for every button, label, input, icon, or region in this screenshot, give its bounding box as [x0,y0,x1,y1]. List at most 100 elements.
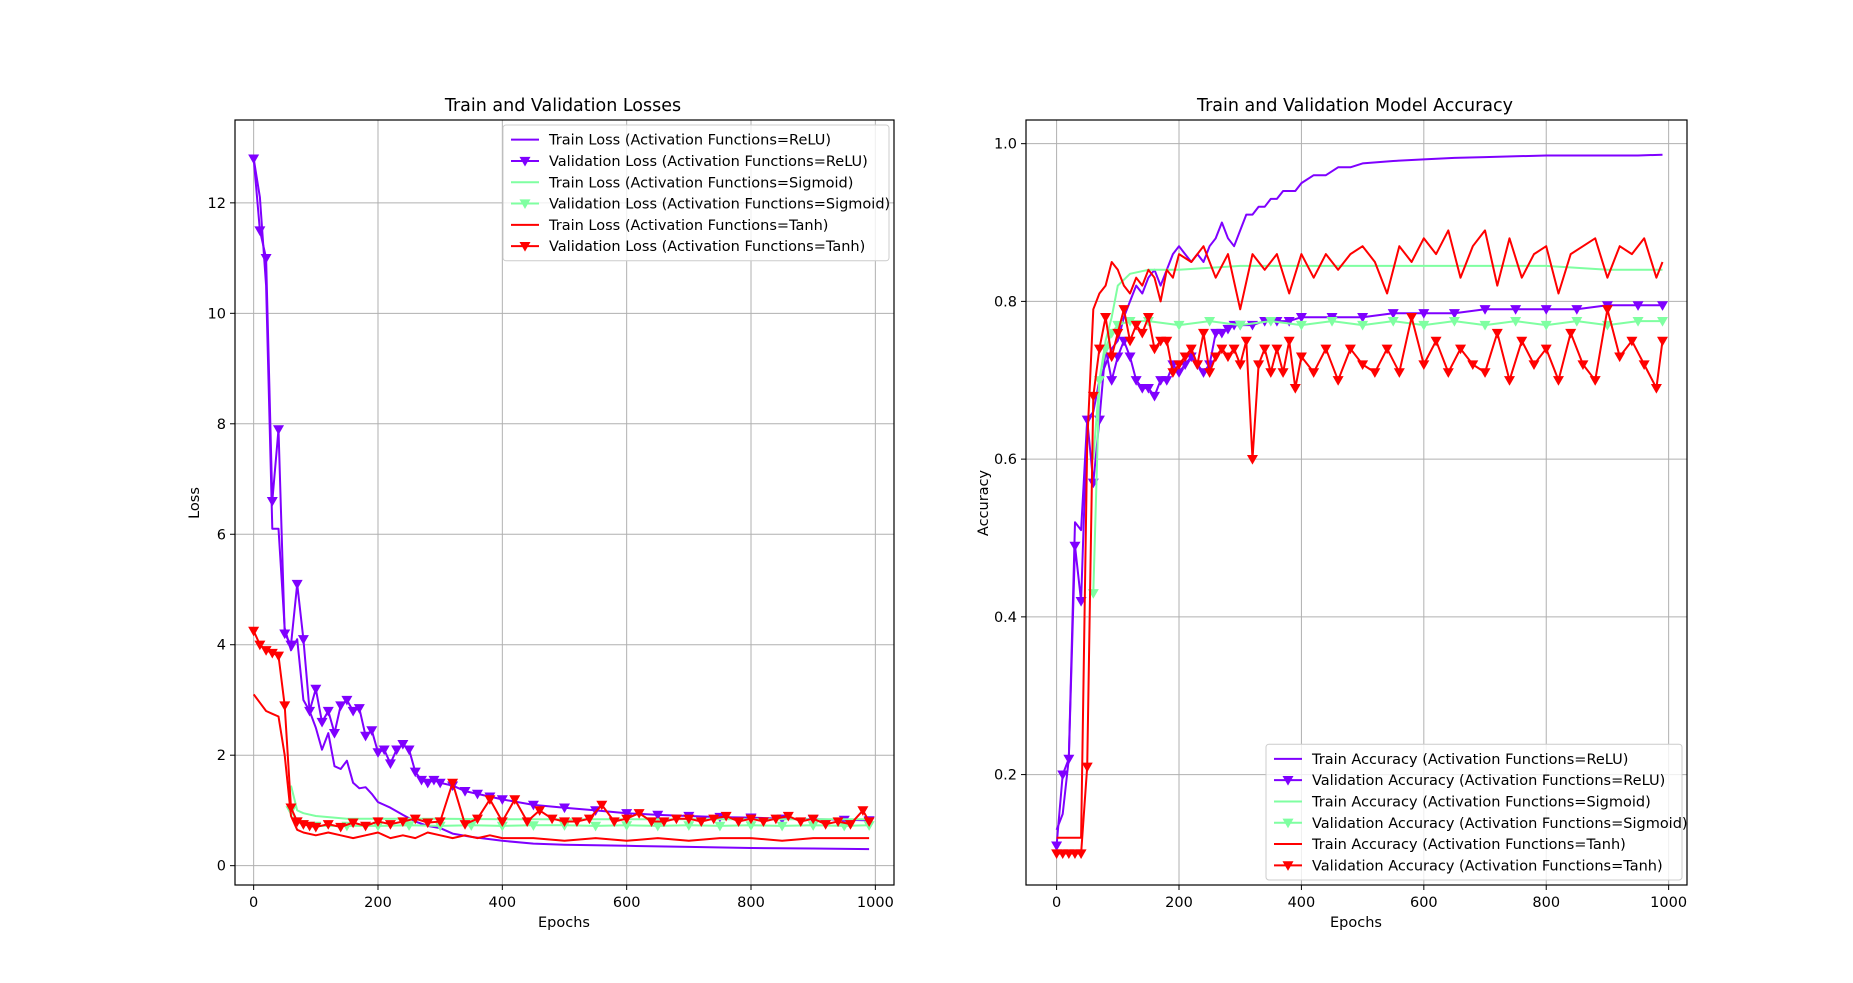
accuracy-data-point [1320,344,1332,355]
accuracy-data-point [1491,328,1503,339]
loss-data-point [403,821,415,831]
loss-data-point [832,817,844,827]
accuracy-legend-label: Validation Accuracy (Activation Function… [1312,858,1663,874]
loss-data-point [571,817,583,827]
loss-x-tick-label: 200 [364,895,392,911]
loss-data-point [248,626,260,637]
loss-data-point [260,253,272,264]
accuracy-data-point [1173,360,1185,370]
loss-legend-entry: Train Loss (Activation Functions=Sigmoid… [511,175,853,191]
accuracy-chart-title: Train and Validation Model Accuracy [1196,96,1513,116]
accuracy-series-4 [1056,229,1664,839]
accuracy-data-point [1387,309,1399,319]
accuracy-data-point [1418,320,1430,331]
accuracy-data-point [1081,762,1093,773]
loss-data-point [316,717,328,728]
accuracy-data-point [1448,316,1460,327]
accuracy-data-point [1479,368,1491,378]
accuracy-data-point [1265,368,1277,378]
accuracy-data-point [1516,336,1528,347]
accuracy-legend-label: Validation Accuracy (Activation Function… [1312,773,1665,789]
accuracy-data-point [1601,305,1613,315]
loss-data-point [328,728,340,739]
accuracy-data-point [1283,336,1295,347]
accuracy-data-point [1179,352,1191,363]
loss-data-point [459,786,471,797]
loss-legend-entry: Train Loss (Activation Functions=Tanh) [511,218,828,234]
loss-legend-entry: Validation Loss (Activation Functions=Re… [511,154,868,170]
loss-data-point [527,821,539,831]
accuracy-series-0 [1055,153,1663,831]
loss-x-tick-label: 600 [613,895,641,911]
loss-data-point [770,814,782,825]
accuracy-data-point [1112,328,1124,339]
loss-data-point [621,814,633,825]
loss-data-point [621,809,633,819]
accuracy-data-point [1216,328,1228,339]
loss-x-tick-label: 400 [488,895,516,911]
accuracy-data-point [1271,344,1283,355]
loss-data-point [360,821,372,832]
accuracy-data-point [1277,368,1289,378]
accuracy-data-point [1222,352,1234,363]
accuracy-legend-marker [1282,861,1294,871]
loss-data-point [397,740,409,750]
accuracy-x-tick-label: 400 [1288,895,1316,911]
loss-series-4 [252,693,870,842]
loss-data-point [695,817,707,827]
accuracy-legend-marker [1282,776,1294,786]
loss-legend-label: Train Loss (Activation Functions=ReLU) [548,133,831,149]
accuracy-data-point [1093,344,1105,355]
loss-data-point [416,775,428,786]
accuracy-legend-entry: Train Accuracy (Activation Functions=Sig… [1274,794,1651,810]
loss-data-point [409,767,421,778]
loss-data-point [633,809,645,819]
loss-data-point [509,795,521,805]
accuracy-legend-entry: Train Accuracy (Activation Functions=ReL… [1274,752,1628,768]
loss-data-point [291,817,303,827]
accuracy-x-tick-label: 200 [1165,895,1193,911]
accuracy-legend-entry: Train Accuracy (Activation Functions=Tan… [1274,837,1626,853]
accuracy-data-point [1063,754,1075,765]
accuracy-data-point [1357,313,1369,323]
accuracy-data-point [1442,368,1454,378]
loss-data-point [534,806,546,816]
loss-data-point [683,821,695,831]
accuracy-data-point [1510,316,1522,327]
loss-data-point [409,814,421,825]
accuracy-data-point [1387,316,1399,327]
loss-data-point [378,745,390,756]
accuracy-data-point [1577,360,1589,370]
loss-legend-label: Train Loss (Activation Functions=Tanh) [548,218,828,234]
accuracy-data-point [1057,770,1069,781]
loss-data-point [254,640,266,651]
accuracy-plot-frame [1025,119,1688,886]
loss-data-point [353,704,365,714]
loss-data-point [757,817,769,827]
loss-data-point [372,748,384,758]
loss-legend-marker [519,156,531,167]
accuracy-data-point [1240,336,1252,347]
accuracy-data-point [1571,305,1583,315]
accuracy-data-point [1136,328,1148,339]
loss-data-point [559,803,570,814]
accuracy-data-point [1197,328,1209,339]
accuracy-data-point [1106,376,1118,386]
accuracy-data-point [1173,320,1185,331]
accuracy-data-point [1087,391,1099,402]
loss-chart: Train and Validation Losses 0 200 400 600 80… [187,96,895,931]
loss-data-point [782,811,794,822]
accuracy-y-tick-label: 0.6 [994,452,1017,468]
loss-x-tick-label: 0 [249,895,258,911]
accuracy-data-point [1093,376,1105,386]
accuracy-data-point [1161,376,1173,386]
accuracy-data-point [1149,344,1161,355]
loss-data-point [820,820,832,830]
loss-data-point [360,731,372,742]
loss-data-point [391,745,403,756]
accuracy-data-point [1100,313,1112,323]
accuracy-data-point [1571,316,1583,327]
loss-legend-label: Train Loss (Activation Functions=Sigmoid… [548,175,853,191]
accuracy-legend-entry: Validation Accuracy (Activation Function… [1274,773,1665,789]
accuracy-data-point [1540,305,1552,315]
